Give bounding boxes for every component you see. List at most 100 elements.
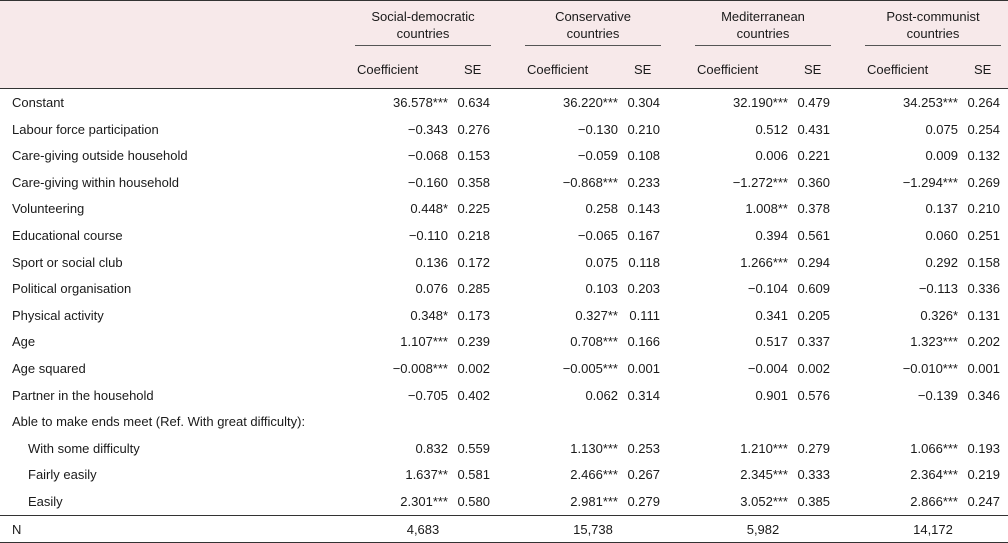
se-cell: 0.285 [457,281,490,297]
coefficient-header: Coefficient [527,62,589,77]
coefficient-cell [358,408,448,435]
group-rule [525,45,661,46]
coefficient-cell: −0.139 [917,387,958,403]
table-row: Sport or social club 0.136 0.172 0.075 0.118… [0,249,1008,276]
se-cell: 0.576 [797,387,830,403]
table-row: Labour force participation −0.343 0.276 −0.… [0,116,1008,143]
se-cell: 0.002 [797,361,830,376]
coefficient-header: Coefficient [357,62,419,77]
coefficient-cell: −0.008*** [392,361,448,376]
group-title-line2: countries [566,26,620,41]
coefficient-cell: 34.253*** [903,95,958,110]
coefficient-cell: 36.220*** [563,95,618,110]
coefficient-cell: 1.323*** [910,334,958,350]
row-label: Easily [28,494,63,509]
se-cell: 0.337 [797,334,830,350]
se-cell: 0.276 [457,121,490,137]
se-cell: 0.218 [457,228,490,243]
coefficient-cell [528,408,618,435]
se-cell: 0.172 [457,254,490,270]
coefficient-cell: −0.160 [407,174,448,190]
se-cell: 0.254 [967,121,1000,137]
coefficient-cell: 0.136 [415,254,448,270]
table-row: Care-giving outside household −0.068 0.153… [0,142,1008,169]
se-cell: 0.167 [627,228,660,243]
coefficient-cell: 0.348* [410,307,448,323]
table-row: Able to make ends meet (Ref. With great … [0,408,1008,435]
coefficient-cell: 1.637** [405,467,448,483]
se-cell: 0.269 [967,174,1000,190]
group-title-line2: countries [736,26,790,41]
se-cell: 0.158 [967,254,1000,270]
top-rule [0,0,1008,1]
n-rule [0,515,1008,516]
row-label: N [12,522,22,537]
table-row: Physical activity 0.348* 0.173 0.327** 0.111… [0,302,1008,329]
coefficient-cell: −0.130 [577,121,618,137]
se-cell: 0.205 [797,307,830,323]
table-row: Partner in the household −0.705 0.402 0.062… [0,382,1008,409]
group-title-line1: Social-democratic [371,9,475,24]
coefficient-cell: 0.832 [415,440,448,456]
row-label: Fairly easily [28,467,97,483]
se-header: SE [804,62,822,77]
table-row: Political organisation 0.076 0.285 0.103 0.2… [0,275,1008,302]
coefficient-cell: −0.113 [918,281,958,297]
coefficient-cell: 0.512 [755,121,788,137]
coefficient-cell: −0.004 [747,361,788,376]
row-label: Age squared [12,361,86,376]
coefficient-cell: 0.006 [755,148,788,164]
se-cell: 0.267 [627,467,660,483]
se-cell: 0.279 [627,494,660,509]
row-label: Care-giving outside household [12,148,188,164]
coefficient-cell: −0.110 [408,228,448,243]
coefficient-cell: 1.266*** [740,254,788,270]
coefficient-cell: −1.272*** [732,174,788,190]
se-cell [440,408,490,435]
se-cell: 0.153 [457,148,490,164]
coefficient-cell: 0.075 [925,121,958,137]
se-cell: 0.385 [797,494,830,509]
se-cell: 0.219 [967,467,1000,483]
coefficient-cell: 1.066*** [910,440,958,456]
group-rule [355,45,491,46]
group-title-mediterranean: Mediterranean countries [695,8,831,42]
coefficient-cell: 0.901 [755,387,788,403]
se-cell: 0.336 [967,281,1000,297]
coefficient-cell: −0.065 [577,228,618,243]
se-cell: 0.264 [967,95,1000,110]
se-cell: 0.314 [627,387,660,403]
table-row: With some difficulty 0.832 0.559 1.130*** 0.… [0,435,1008,462]
se-cell: 0.559 [457,440,490,456]
coefficient-cell: −0.343 [407,121,448,137]
se-cell: 0.378 [797,201,830,217]
se-cell: 0.108 [627,148,660,164]
se-cell: 0.233 [627,174,660,190]
se-cell: 0.001 [627,361,660,376]
se-cell: 0.210 [627,121,660,137]
se-cell: 0.221 [797,148,830,164]
row-label: Volunteering [12,201,85,217]
se-cell: 0.346 [967,387,1000,403]
se-cell: 0.132 [967,148,1000,164]
n-value: 5,982 [746,522,780,537]
se-cell: 0.360 [797,174,830,190]
row-label: With some difficulty [28,440,140,456]
coefficient-cell: 2.866*** [910,494,958,509]
coefficient-cell: 1.210*** [740,440,788,456]
se-cell: 0.202 [967,334,1000,350]
se-header: SE [974,62,992,77]
coefficient-header: Coefficient [867,62,929,77]
coefficient-cell: 36.578*** [393,95,448,110]
coefficient-cell: 0.292 [925,254,958,270]
table-row: Fairly easily 1.637** 0.581 2.466*** 0.267 2.… [0,461,1008,488]
table-header [0,0,1008,88]
coefficient-cell: −0.059 [577,148,618,164]
header-rule [0,88,1008,89]
coefficient-cell: 0.076 [415,281,448,297]
se-cell: 0.203 [627,281,660,297]
coefficient-cell: 0.075 [585,254,618,270]
coefficient-cell [698,408,788,435]
se-cell: 0.118 [628,254,660,270]
coefficient-cell: 2.981*** [570,494,618,509]
